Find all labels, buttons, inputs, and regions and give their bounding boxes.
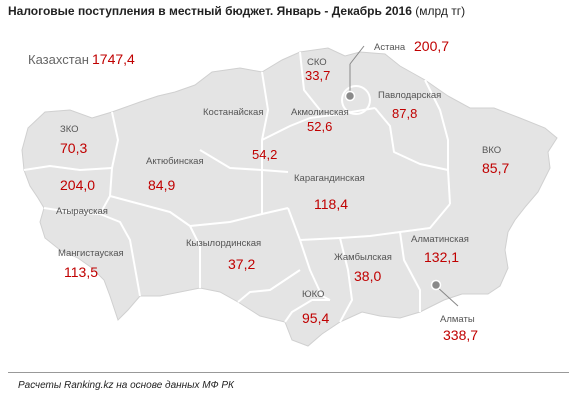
value-zhambyl: 38,0 xyxy=(354,268,382,284)
label-atyrau: Атырауская xyxy=(56,206,108,217)
label-vko: ВКО xyxy=(482,145,502,156)
footer-divider xyxy=(8,372,569,373)
label-akmola: Акмолинская xyxy=(291,107,349,118)
value-karaganda: 118,4 xyxy=(314,196,348,212)
value-almaty-oblast: 132,1 xyxy=(424,249,460,265)
chart-title: Налоговые поступления в местный бюджет. … xyxy=(8,4,465,18)
label-mangystau: Мангистауская xyxy=(58,248,124,259)
country-outline xyxy=(21,47,558,347)
value-sko: 33,7 xyxy=(305,68,331,83)
total-label: Казахстан xyxy=(28,52,89,67)
value-akmola: 52,6 xyxy=(307,119,333,134)
value-atyrau: 204,0 xyxy=(60,177,96,193)
label-pavlodar: Павлодарская xyxy=(378,90,442,101)
label-almaty: Алматы xyxy=(440,314,475,325)
title-main: Налоговые поступления в местный бюджет. … xyxy=(8,4,412,18)
value-pavlodar: 87,8 xyxy=(392,106,418,121)
label-karaganda: Карагандинская xyxy=(294,173,365,184)
total-value: 1747,4 xyxy=(92,51,135,67)
label-almaty-oblast: Алматинская xyxy=(411,234,469,245)
city-markers xyxy=(344,45,459,307)
almaty-marker xyxy=(430,279,442,291)
title-unit: (млрд тг) xyxy=(415,4,466,18)
label-aktobe: Актюбинская xyxy=(146,156,204,167)
astana-marker xyxy=(344,90,356,102)
label-astana: Астана xyxy=(374,42,406,53)
value-astana: 200,7 xyxy=(414,38,450,54)
value-almaty: 338,7 xyxy=(443,327,479,343)
region-borders xyxy=(23,51,451,323)
label-kostanay: Костанайская xyxy=(203,107,264,118)
value-mangystau: 113,5 xyxy=(64,264,98,280)
label-sko: СКО xyxy=(307,57,327,68)
value-aktobe: 84,9 xyxy=(148,177,176,193)
label-kyzylorda: Кызылординская xyxy=(186,238,262,249)
value-zko: 70,3 xyxy=(60,140,88,156)
value-kyzylorda: 37,2 xyxy=(228,256,256,272)
source-note: Расчеты Ranking.kz на основе данных МФ Р… xyxy=(18,380,234,391)
value-yuko: 95,4 xyxy=(302,310,330,326)
label-zhambyl: Жамбылская xyxy=(334,252,392,263)
value-vko: 85,7 xyxy=(482,160,510,176)
label-zko: ЗКО xyxy=(60,124,79,135)
value-kostanay: 54,2 xyxy=(252,147,278,162)
label-yuko: ЮКО xyxy=(302,289,325,300)
